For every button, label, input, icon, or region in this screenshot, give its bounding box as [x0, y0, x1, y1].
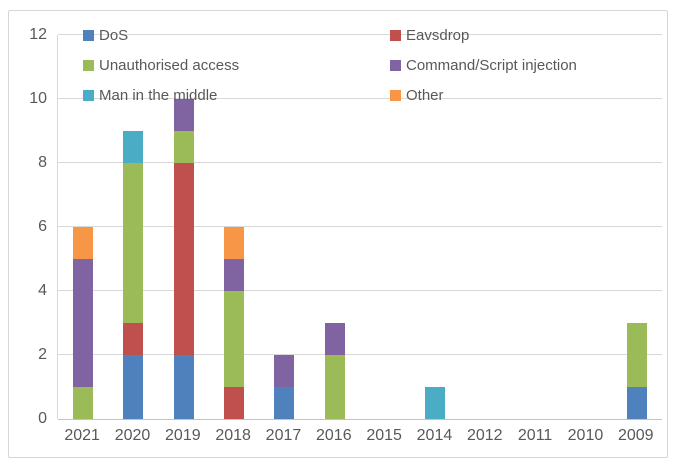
y-axis-tick-label: 0: [38, 410, 47, 427]
bar-segment: [173, 131, 194, 163]
bar-segment: [324, 355, 345, 419]
chart-legend: DoS Eavsdrop Unauthorised access Command/Sc…: [83, 20, 577, 110]
legend-swatch-icon: [390, 89, 401, 101]
bar-column-2009: [612, 35, 662, 419]
x-axis: 2021 2020 2019 2018 2017 2016 2015 2014 2012 2011…: [57, 424, 661, 448]
bar-segment: [626, 387, 647, 419]
bar-segment: [73, 259, 94, 387]
legend-item: Eavsdrop: [390, 27, 577, 44]
bar-column-2019: [159, 35, 209, 419]
legend-label: Command/Script injection: [406, 56, 577, 74]
gridline: [58, 226, 662, 227]
bar-segment: [173, 163, 194, 355]
bar-segment: [626, 323, 647, 387]
x-axis-tick-label: 2017: [265, 427, 302, 444]
legend-label: Man in the middle: [99, 86, 218, 104]
bar-segment: [73, 227, 94, 259]
legend-item: Unauthorised access: [83, 57, 390, 74]
x-axis-line: [58, 419, 662, 420]
bar-segment: [425, 387, 446, 419]
gridline: [58, 290, 662, 291]
legend-label: Other: [406, 86, 444, 104]
legend-label: Eavsdrop: [406, 26, 470, 44]
gridline: [58, 34, 662, 35]
y-axis-tick-label: 2: [38, 346, 47, 363]
bar-column-2017: [259, 35, 309, 419]
legend-swatch-icon: [83, 89, 94, 101]
bar-segment: [274, 355, 295, 387]
x-axis-tick-label: 2009: [617, 427, 654, 444]
legend-label: DoS: [99, 26, 129, 44]
x-axis-tick-label: 2019: [165, 427, 201, 444]
legend-item: Man in the middle: [83, 87, 390, 104]
bar-column-2020: [108, 35, 158, 419]
bar-segment: [224, 387, 245, 419]
bar-segment: [173, 355, 194, 419]
gridline: [58, 98, 662, 99]
x-axis-tick-label: 2016: [316, 427, 352, 444]
bar-segment: [224, 227, 245, 259]
bar-segment: [123, 355, 144, 419]
plot-area: [57, 34, 662, 420]
legend-swatch-icon: [83, 29, 94, 41]
x-axis-tick-label: 2020: [114, 427, 151, 444]
legend-item: Other: [390, 87, 577, 104]
y-axis-tick-label: 10: [29, 90, 47, 107]
bar-segment: [123, 163, 144, 323]
legend-label: Unauthorised access: [99, 56, 240, 74]
legend-swatch-icon: [390, 29, 401, 41]
y-axis-tick-label: 6: [38, 218, 47, 235]
legend-swatch-icon: [83, 59, 94, 71]
x-axis-tick-label: 2014: [416, 427, 453, 444]
x-axis-tick-label: 2010: [567, 427, 604, 444]
y-axis: 0 2 4 6 8 10 12: [9, 11, 51, 457]
bar-segment: [123, 323, 144, 355]
bar-segment: [173, 99, 194, 131]
gridline: [58, 354, 662, 355]
bar-column-2021: [58, 35, 108, 419]
bar-segment: [224, 259, 245, 291]
y-axis-tick-label: 12: [29, 26, 47, 43]
bar-segment: [274, 387, 295, 419]
bar-segment: [73, 387, 94, 419]
x-axis-tick-label: 2011: [517, 427, 553, 444]
chart-frame: DoS Eavsdrop Unauthorised access Command/Sc…: [8, 10, 668, 458]
x-axis-tick-label: 2018: [215, 427, 251, 444]
bar-segment: [224, 291, 245, 387]
bars-container: [58, 35, 662, 419]
legend-swatch-icon: [390, 59, 401, 71]
gridline: [58, 162, 662, 163]
bar-column-2018: [209, 35, 259, 419]
bar-segment: [324, 323, 345, 355]
x-axis-tick-label: 2015: [366, 427, 402, 444]
x-axis-tick-label: 2012: [466, 427, 503, 444]
x-axis-tick-label: 2021: [64, 427, 100, 444]
y-axis-tick-label: 4: [38, 282, 47, 299]
bar-column-2014: [410, 35, 460, 419]
bar-segment: [123, 131, 144, 163]
legend-item: DoS: [83, 27, 390, 44]
bar-column-2016: [310, 35, 360, 419]
legend-item: Command/Script injection: [390, 57, 577, 74]
y-axis-tick-label: 8: [38, 154, 47, 171]
